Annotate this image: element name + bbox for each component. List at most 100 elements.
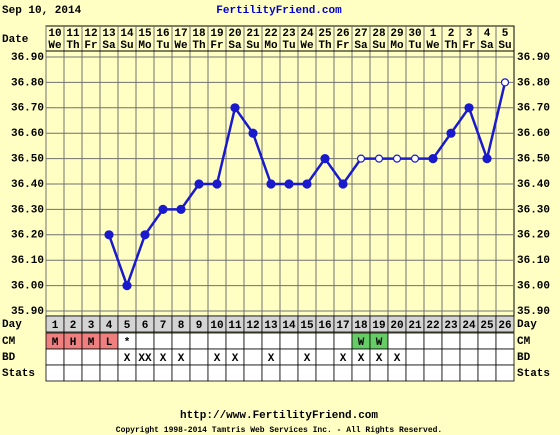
date-label: 29 xyxy=(390,28,403,40)
bd-cell-text: XX xyxy=(138,353,152,365)
days-cell-text: 25 xyxy=(480,320,494,332)
date-label: 15 xyxy=(138,28,152,40)
y-tick-label: 36.70 xyxy=(11,103,44,115)
days-cell-text: 18 xyxy=(354,320,368,332)
date-label: 30 xyxy=(408,28,421,40)
days-cell-text: 10 xyxy=(210,320,223,332)
bd-cell-text: X xyxy=(178,353,185,365)
stats-label-right: Stats xyxy=(517,368,550,380)
bd-cell-text: X xyxy=(124,353,131,365)
date-label: 16 xyxy=(156,28,169,40)
date-label: 14 xyxy=(120,28,134,40)
y-tick-label-right: 36.90 xyxy=(517,52,550,64)
cell xyxy=(405,348,425,366)
temp-point xyxy=(392,154,402,163)
date-label: 13 xyxy=(102,28,116,40)
date-label: 23 xyxy=(282,28,296,40)
bd-cell-text: X xyxy=(214,353,221,365)
footer-url[interactable]: http://www.FertilityFriend.com xyxy=(180,410,378,422)
x-label: Date xyxy=(2,34,29,46)
weekday-label: Sa xyxy=(354,40,368,52)
cell xyxy=(459,364,479,382)
cm-cell-text: W xyxy=(358,337,365,349)
cell xyxy=(225,332,245,350)
cell xyxy=(495,364,515,382)
cell xyxy=(117,364,137,382)
bd-cell-text: X xyxy=(232,353,239,365)
cell xyxy=(153,332,173,350)
weekday-label: We xyxy=(300,40,314,52)
cell xyxy=(333,364,353,382)
y-tick-label: 36.60 xyxy=(11,128,44,140)
days-cell-text: 22 xyxy=(426,320,439,332)
temp-point xyxy=(302,179,312,189)
days-cell-text: 23 xyxy=(444,320,458,332)
cell xyxy=(387,332,407,350)
date-label: 20 xyxy=(228,28,241,40)
cell xyxy=(153,364,173,382)
date-label: 11 xyxy=(66,28,80,40)
cell xyxy=(423,332,443,350)
cell xyxy=(477,332,497,350)
y-tick-label-right: 36.30 xyxy=(517,204,550,216)
temp-point xyxy=(266,179,276,189)
cell xyxy=(459,348,479,366)
temp-point xyxy=(176,204,186,214)
site-name[interactable]: FertilityFriend.com xyxy=(216,5,342,17)
weekday-label: Sa xyxy=(102,40,116,52)
y-tick-label: 36.90 xyxy=(11,52,44,64)
cell xyxy=(387,364,407,382)
date-label: 28 xyxy=(372,28,386,40)
temp-point xyxy=(230,103,240,113)
y-tick-label-right: 36.70 xyxy=(517,103,550,115)
cm-cell-text: L xyxy=(106,337,113,349)
weekday-label: Fr xyxy=(210,40,223,52)
cell xyxy=(99,348,119,366)
cell xyxy=(297,332,317,350)
cm-label-right: CM xyxy=(517,336,531,348)
cell xyxy=(405,332,425,350)
bd-cell-text: X xyxy=(268,353,275,365)
stats-label: Stats xyxy=(2,368,35,380)
date-label: 19 xyxy=(210,28,223,40)
days-cell-text: 12 xyxy=(246,320,259,332)
cell xyxy=(171,364,191,382)
cell xyxy=(297,364,317,382)
cell xyxy=(135,332,155,350)
cm-cell-text: M xyxy=(52,337,59,349)
cell xyxy=(369,364,389,382)
date-label: 25 xyxy=(318,28,332,40)
bd-cell-text: X xyxy=(376,353,383,365)
days-cell-text: 17 xyxy=(336,320,349,332)
days-cell-text: 15 xyxy=(300,320,314,332)
bd-label: BD xyxy=(2,352,16,364)
copyright: Copyright 1998-2014 Tamtris Web Services… xyxy=(116,426,442,435)
cell xyxy=(243,364,263,382)
date-label: 27 xyxy=(354,28,367,40)
y-tick-label-right: 36.50 xyxy=(517,154,550,166)
cell xyxy=(351,364,371,382)
cm-cell-text: W xyxy=(376,337,383,349)
y-tick-label-right: 36.80 xyxy=(517,77,550,89)
weekday-label: We xyxy=(426,40,440,52)
cell xyxy=(45,364,65,382)
cell xyxy=(423,348,443,366)
bd-cell-text: X xyxy=(340,353,347,365)
weekday-label: Th xyxy=(444,40,457,52)
bd-cell-text: X xyxy=(160,353,167,365)
y-tick-label-right: 35.90 xyxy=(517,306,550,318)
weekday-label: Sa xyxy=(480,40,494,52)
cell xyxy=(171,332,191,350)
cell xyxy=(315,348,335,366)
cm-cell-text: H xyxy=(70,337,77,349)
temp-point xyxy=(500,78,510,87)
cell xyxy=(243,348,263,366)
cell xyxy=(495,332,515,350)
days-cell-text: 24 xyxy=(462,320,476,332)
date-label: 1 xyxy=(430,28,437,40)
y-tick-label: 36.30 xyxy=(11,204,44,216)
cm-cell-text: * xyxy=(124,337,131,349)
cell xyxy=(189,364,209,382)
temp-point xyxy=(320,154,330,164)
weekday-label: Tu xyxy=(408,40,421,52)
